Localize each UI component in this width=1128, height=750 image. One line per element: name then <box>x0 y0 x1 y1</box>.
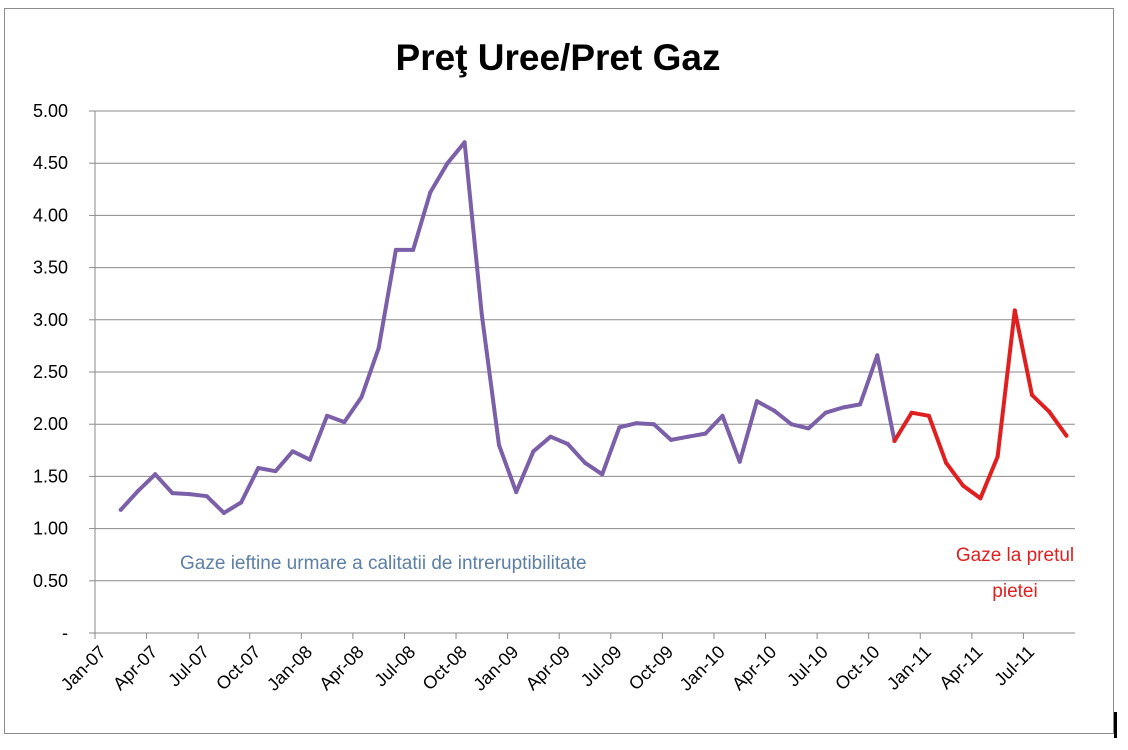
data-point <box>892 438 897 443</box>
x-tick-label: Oct-09 <box>625 642 677 694</box>
series-lines <box>118 140 1069 515</box>
data-point <box>273 469 278 474</box>
y-tick-label: 5.00 <box>33 101 68 121</box>
data-point <box>565 442 570 447</box>
annotation-cheap-gas: Gaze ieftine urmare a calitatii de intre… <box>180 553 587 574</box>
gridlines <box>95 110 1075 582</box>
x-tick-label: Jul-07 <box>164 642 213 691</box>
data-point <box>428 190 433 195</box>
data-point <box>153 472 158 477</box>
data-point <box>840 405 845 410</box>
x-tick-label: Jan-11 <box>883 642 935 694</box>
x-tick-label: Apr-10 <box>728 642 780 694</box>
x-tick-label: Oct-10 <box>831 642 883 694</box>
annotation-market-price-line1: Gaze la pretul <box>956 545 1074 566</box>
data-point <box>1047 409 1052 414</box>
data-point <box>686 434 691 439</box>
x-tick-label: Apr-07 <box>109 642 161 694</box>
data-point <box>393 247 398 252</box>
data-point <box>462 140 467 145</box>
x-tick-label: Jan-08 <box>263 642 316 695</box>
x-tick-label: Jan-10 <box>676 642 729 695</box>
y-tick-label: 2.50 <box>33 362 68 382</box>
data-point <box>720 413 725 418</box>
x-tick-label: Apr-11 <box>935 642 986 693</box>
x-tick-label: Jul-08 <box>370 642 419 691</box>
data-point <box>583 460 587 465</box>
annotation-market-price-line2: pietei <box>992 581 1037 602</box>
data-point <box>651 422 656 427</box>
x-tick-label: Jul-09 <box>577 642 626 691</box>
data-point <box>411 247 416 252</box>
data-point <box>325 413 330 418</box>
data-point <box>342 420 347 425</box>
data-point <box>290 449 295 454</box>
data-point <box>445 161 450 166</box>
data-point <box>376 345 381 350</box>
data-point <box>978 496 983 501</box>
data-point <box>548 434 553 439</box>
data-point <box>600 472 605 477</box>
data-point <box>359 395 364 400</box>
y-tick-label: 3.00 <box>33 310 68 330</box>
data-point <box>858 402 863 407</box>
data-point <box>221 510 226 515</box>
data-point <box>497 443 502 448</box>
data-point <box>823 410 828 415</box>
data-point <box>909 410 914 415</box>
data-point <box>789 422 794 427</box>
x-tick-label: Apr-09 <box>522 642 574 694</box>
data-point <box>703 431 708 436</box>
data-point <box>737 459 742 464</box>
data-point <box>754 399 759 404</box>
chart-frame <box>4 8 1114 734</box>
series-line-1 <box>118 140 897 515</box>
data-point <box>806 426 811 431</box>
data-point <box>135 489 140 494</box>
x-tick-label: Jul-10 <box>783 642 832 691</box>
x-tick-label: Jan-09 <box>469 642 522 695</box>
data-point <box>926 413 931 418</box>
data-point <box>1030 392 1035 397</box>
y-tick-label: 4.50 <box>33 153 68 173</box>
data-point <box>118 507 123 512</box>
y-tick-label: 3.50 <box>33 258 68 278</box>
y-tick-label: - <box>62 623 68 643</box>
y-tick-label: 1.00 <box>33 519 68 539</box>
x-tick-label: Jan-07 <box>57 642 110 695</box>
data-point <box>944 460 949 465</box>
y-tick-label: 2.00 <box>33 414 68 434</box>
data-point <box>239 500 244 505</box>
data-point <box>995 454 1000 459</box>
data-point <box>479 312 484 317</box>
y-tick-label: 0.50 <box>33 571 68 591</box>
data-point <box>307 457 312 462</box>
x-tick-label: Oct-08 <box>419 642 471 694</box>
y-axis-ticks: - 0.50 1.00 1.50 2.00 2.50 3.00 3.50 4.00 4.50 5.0… <box>33 101 95 643</box>
series-line-2 <box>892 308 1069 501</box>
data-point <box>772 408 777 413</box>
data-point <box>961 483 966 488</box>
data-point <box>875 353 880 358</box>
y-tick-label: 4.00 <box>33 205 68 225</box>
x-tick-label: Apr-08 <box>315 642 367 694</box>
data-point <box>187 492 192 497</box>
data-point <box>256 466 261 471</box>
data-point <box>634 421 639 426</box>
data-point <box>1012 308 1017 313</box>
data-point <box>170 491 175 496</box>
data-point <box>514 490 519 495</box>
data-point <box>531 449 536 454</box>
x-tick-label: Oct-07 <box>212 642 264 694</box>
data-point <box>1064 433 1069 438</box>
data-point <box>668 437 673 442</box>
text-cursor <box>1114 712 1117 738</box>
data-point <box>204 494 209 499</box>
chart-title: Preţ Uree/Pret Gaz <box>396 37 721 78</box>
y-tick-label: 1.50 <box>33 466 68 486</box>
x-tick-label: Jul-11 <box>990 642 1038 690</box>
data-point <box>617 425 622 430</box>
